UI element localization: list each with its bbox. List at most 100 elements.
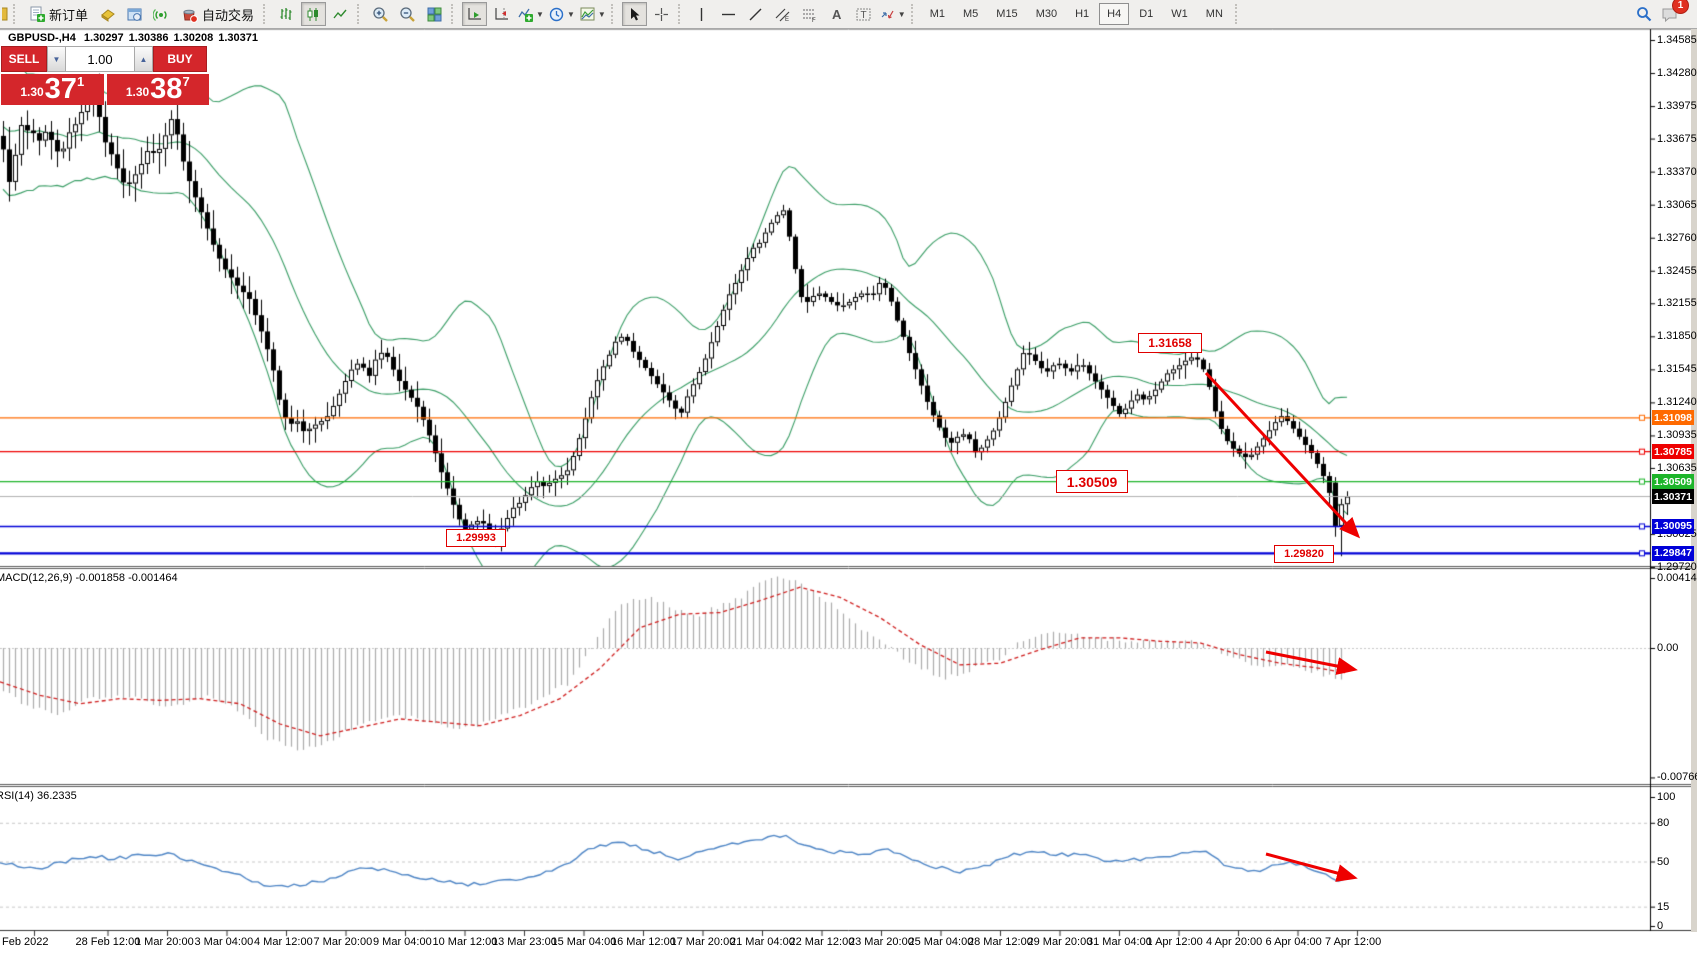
text-button[interactable]: A xyxy=(824,2,849,26)
svg-text:A: A xyxy=(832,7,842,22)
price-axis-tick: 1.33675 xyxy=(1657,132,1697,145)
horizontal-line-button[interactable] xyxy=(716,2,741,26)
signals-button[interactable] xyxy=(149,2,174,26)
volume-input[interactable] xyxy=(66,46,134,72)
styles-button[interactable] xyxy=(95,2,120,26)
price-level-badge: 1.31098 xyxy=(1652,410,1694,426)
new-order-label: 新订单 xyxy=(49,7,89,23)
rsi-name: RSI(14) xyxy=(0,790,34,802)
price-annotation[interactable]: 1.31658 xyxy=(1138,333,1202,353)
price-annotation[interactable]: 1.29820 xyxy=(1274,545,1334,563)
price-annotation[interactable]: 1.30509 xyxy=(1056,470,1128,493)
ohlc-close: 1.30371 xyxy=(218,32,258,44)
text-label-button[interactable]: T xyxy=(851,2,876,26)
trendline-button[interactable] xyxy=(743,2,768,26)
dropdown-caret-icon: ▼ xyxy=(897,9,906,19)
volume-increase-button[interactable]: ▲ xyxy=(134,46,153,72)
timeframe-button-m15[interactable]: M15 xyxy=(996,8,1018,20)
price-level-badge: 1.29847 xyxy=(1652,545,1694,561)
indicators-icon xyxy=(518,8,534,22)
sell-price-figure: 1.30 xyxy=(20,85,44,99)
zoom-out-button[interactable] xyxy=(395,2,420,26)
sell-button[interactable]: SELL xyxy=(1,46,47,72)
timeframe-button-h4[interactable]: H4 xyxy=(1099,3,1130,25)
date-axis-label: 10 Mar 12:00 xyxy=(432,936,498,948)
timeframe-button-mn[interactable]: MN xyxy=(1205,8,1223,20)
price-level-badge: 1.30509 xyxy=(1652,474,1694,490)
vertical-line-icon xyxy=(700,7,702,21)
arrows-button[interactable]: ▼ xyxy=(878,2,907,26)
price-axis-tick: 1.32155 xyxy=(1657,297,1697,310)
search-button[interactable] xyxy=(1631,2,1656,26)
date-axis-label: 16 Mar 12:00 xyxy=(611,936,676,948)
fibonacci-button[interactable]: F xyxy=(797,2,822,26)
date-axis-label: 7 Apr 12:00 xyxy=(1325,936,1382,948)
periods-button[interactable]: ▼ xyxy=(547,2,576,26)
rsi-label: RSI(14) 36.2335 xyxy=(0,790,77,802)
date-axis-label: 4 Apr 20:00 xyxy=(1206,936,1263,948)
notification-badge: 1 xyxy=(1672,0,1689,14)
channel-button[interactable]: E xyxy=(770,2,795,26)
clipped-edge-icon xyxy=(1,2,9,26)
toolbar-separator xyxy=(451,4,458,24)
sell-price-display[interactable]: 1.30 37 1 xyxy=(1,74,104,105)
autoscroll-button[interactable] xyxy=(462,2,488,26)
text-icon: A xyxy=(832,7,842,22)
macd-values: -0.001858 -0.001464 xyxy=(72,572,178,584)
timeframe-button-m1[interactable]: M1 xyxy=(929,8,945,20)
template-button[interactable]: ▼ xyxy=(578,2,607,26)
date-axis-label: 7 Mar 20:00 xyxy=(313,936,373,948)
volume-decrease-button[interactable]: ▼ xyxy=(47,46,66,72)
tile-windows-icon xyxy=(427,7,442,21)
date-axis-label: 13 Mar 23:00 xyxy=(492,936,557,948)
buy-price-display[interactable]: 1.30 38 7 xyxy=(106,74,209,105)
date-axis-label: Feb 2022 xyxy=(2,936,49,948)
arrow-objects-icon xyxy=(881,10,894,19)
candle-chart-button[interactable] xyxy=(301,2,327,26)
price-annotation[interactable]: 1.29993 xyxy=(446,529,506,547)
date-axis-label: 15 Mar 04:00 xyxy=(551,936,617,948)
rsi-axis-tick: 0 xyxy=(1657,920,1664,932)
new-order-icon xyxy=(30,6,45,22)
price-axis-tick: 1.30635 xyxy=(1657,461,1697,474)
price-axis-tick: 1.30935 xyxy=(1657,429,1697,442)
autotrade-button[interactable]: 自动交易 xyxy=(176,2,259,26)
vertical-line-button[interactable] xyxy=(689,2,714,26)
toolbar-separator xyxy=(357,4,364,24)
price-axis-tick: 1.33065 xyxy=(1657,198,1697,211)
chart-shift-button[interactable] xyxy=(489,2,514,26)
dropdown-caret-icon: ▼ xyxy=(597,9,606,19)
date-axis-label: 4 Mar 12:00 xyxy=(254,936,313,948)
cursor-button[interactable] xyxy=(621,2,647,26)
indicators-button[interactable]: ▼ xyxy=(516,2,545,26)
timeframe-button-d1[interactable]: D1 xyxy=(1139,8,1154,20)
timeframe-button-w1[interactable]: W1 xyxy=(1171,8,1188,20)
date-axis-label: 28 Feb 12:00 xyxy=(75,936,141,948)
bar-chart-button[interactable] xyxy=(274,2,299,26)
crosshair-button[interactable] xyxy=(649,2,674,26)
dropdown-caret-icon: ▼ xyxy=(566,9,575,19)
tile-windows-button[interactable] xyxy=(422,2,447,26)
current-price-badge: 1.30371 xyxy=(1652,489,1694,505)
line-chart-button[interactable] xyxy=(328,2,353,26)
timeframe-button-m30[interactable]: M30 xyxy=(1035,8,1058,20)
bar-chart-icon xyxy=(280,7,292,20)
buy-button[interactable]: BUY xyxy=(153,46,207,72)
rsi-axis-tick: 50 xyxy=(1657,855,1670,868)
market-watch-button[interactable] xyxy=(122,2,147,26)
timeframe-button-h1[interactable]: H1 xyxy=(1075,8,1090,20)
toolbar-separator xyxy=(263,4,270,24)
new-order-button[interactable]: 新订单 xyxy=(24,2,93,26)
notifications-button[interactable]: 1 xyxy=(1658,0,1689,26)
zoom-in-icon xyxy=(373,6,388,22)
date-axis-label: 31 Mar 04:00 xyxy=(1087,936,1152,948)
price-axis-tick: 1.33975 xyxy=(1657,100,1697,113)
vertical-scrollbar[interactable] xyxy=(1691,29,1697,932)
zoom-in-button[interactable] xyxy=(368,2,393,26)
trendline-icon xyxy=(749,8,762,20)
date-axis-label: 9 Mar 04:00 xyxy=(373,936,432,948)
macd-name: MACD(12,26,9) xyxy=(0,572,73,584)
toolbar-separator xyxy=(1234,4,1242,24)
timeframe-button-m5[interactable]: M5 xyxy=(963,8,979,20)
